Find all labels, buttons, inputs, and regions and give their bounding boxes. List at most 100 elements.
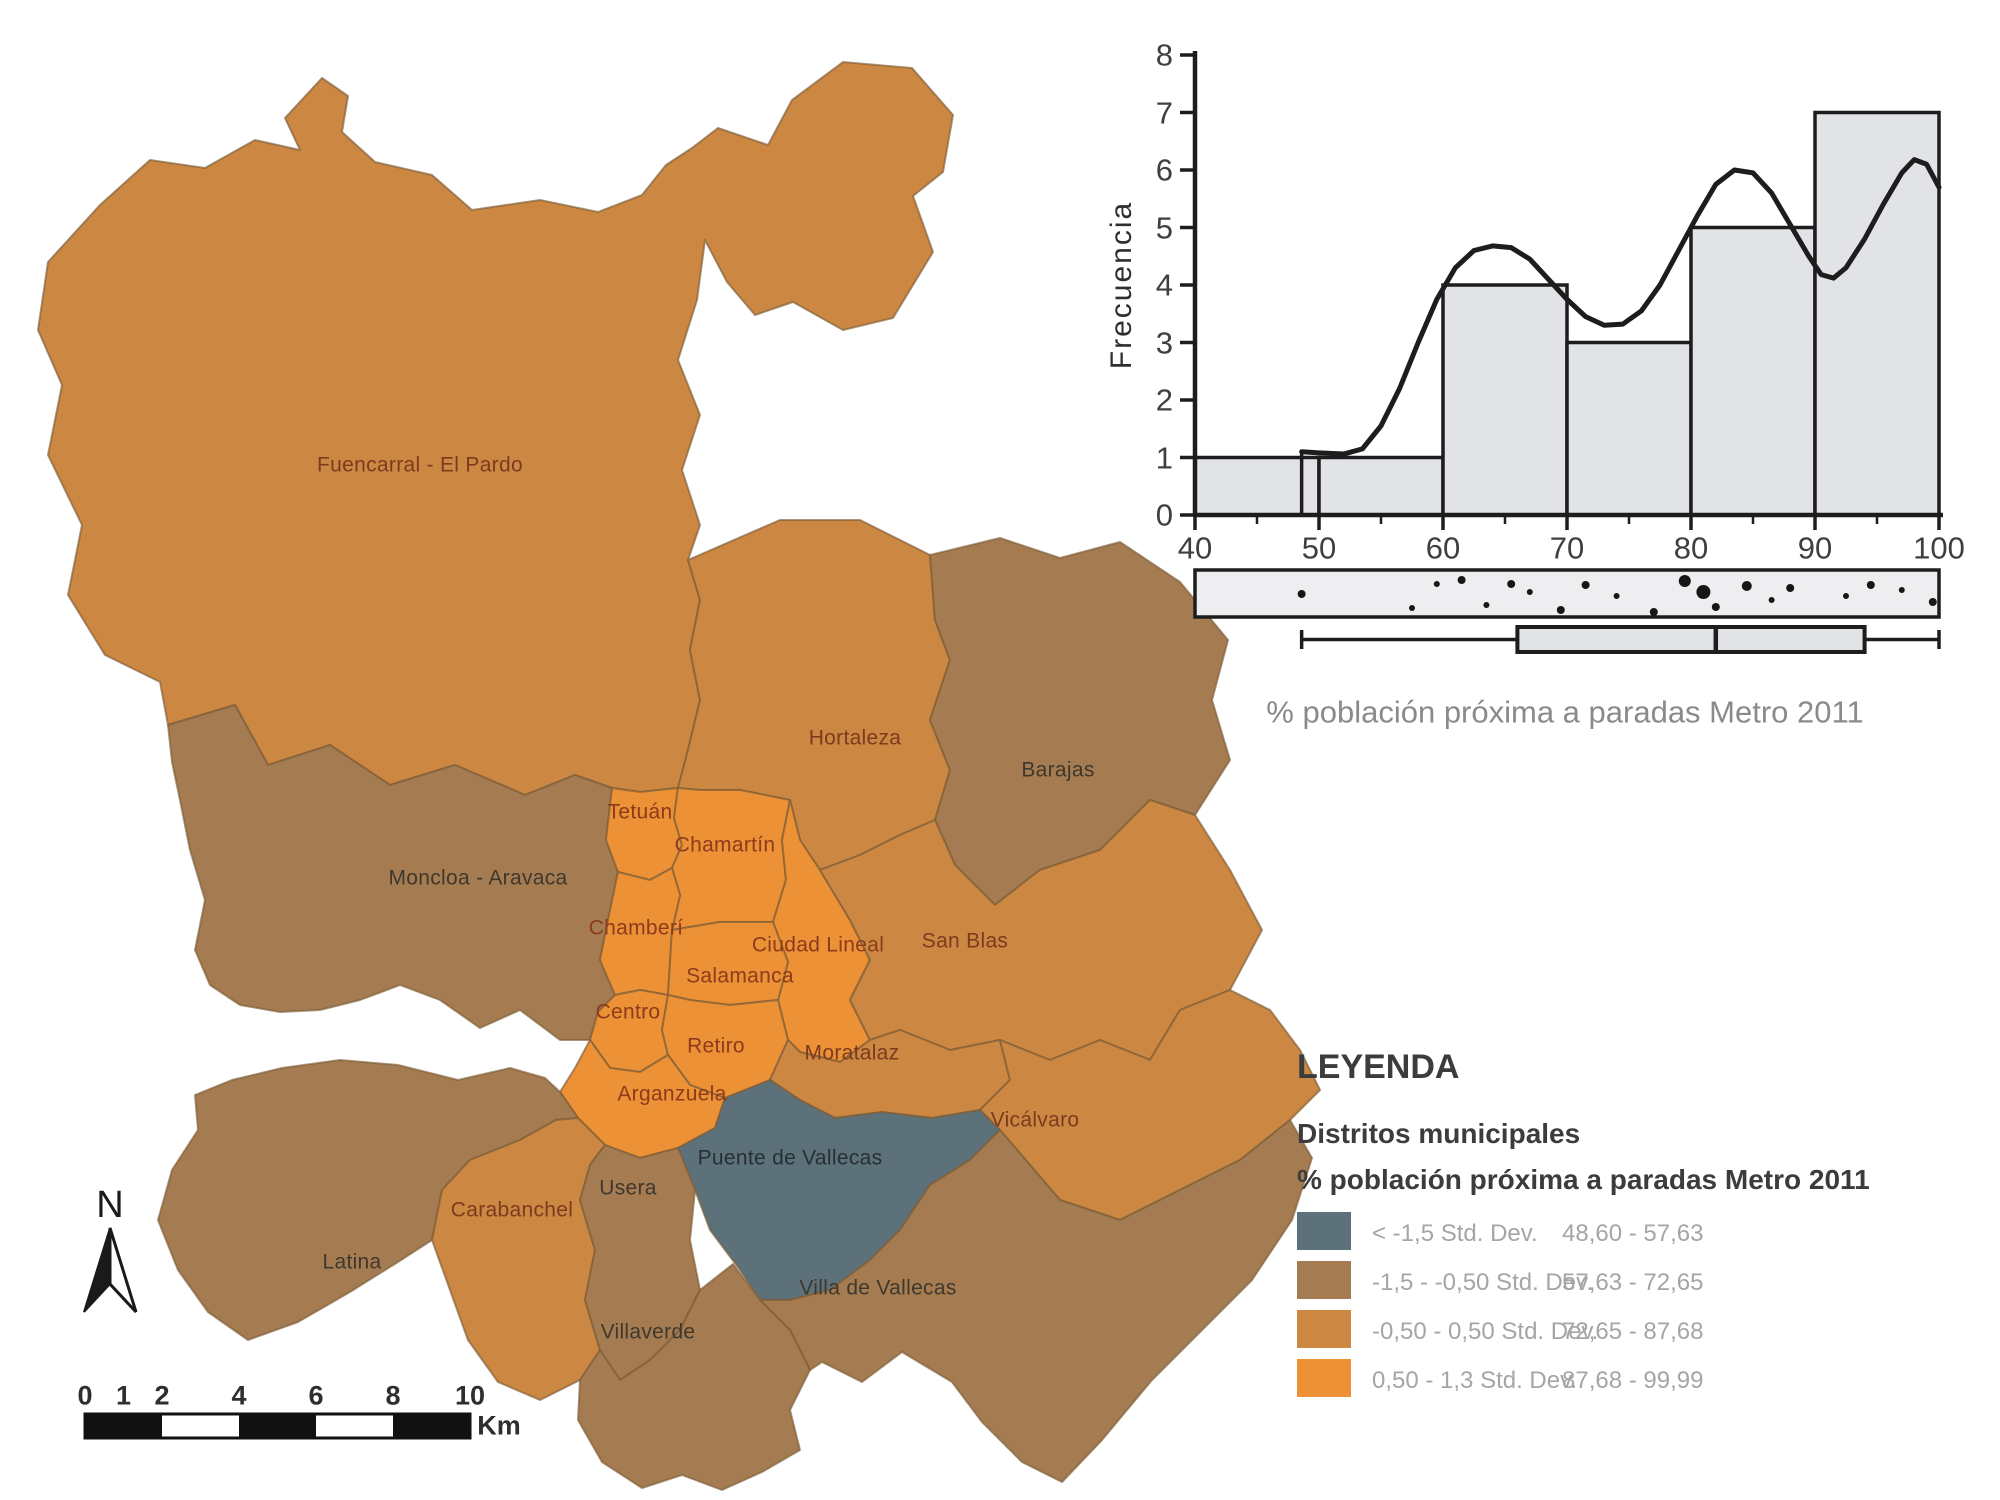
- y-tick-label: 4: [1155, 267, 1173, 303]
- scale-number: 0: [77, 1380, 93, 1411]
- y-tick-label: 8: [1155, 37, 1173, 73]
- histogram-bar: [1565, 340, 1693, 517]
- x-tick-label: 90: [1797, 530, 1833, 566]
- north-label: N: [96, 1184, 124, 1226]
- rug-dot: [1556, 606, 1565, 614]
- kde-curve: [1299, 157, 1942, 457]
- district-label-vicalvaro: Vicálvaro: [990, 1108, 1080, 1132]
- rug-dot: [1483, 602, 1490, 608]
- district-shape-villaverde: [577, 1263, 811, 1491]
- y-tick-label: 3: [1155, 325, 1173, 360]
- x-tick-label: 100: [1913, 530, 1965, 566]
- district-label-chamberi: Chamberí: [588, 916, 684, 940]
- legend-subtitle: Distritos municipales: [1297, 1118, 1581, 1149]
- rug-dot: [1581, 581, 1590, 589]
- rug-dot: [1297, 590, 1306, 598]
- rug-strip-box: [1193, 568, 1941, 619]
- rug-dot: [1409, 605, 1415, 611]
- district-label-fuencarral: Fuencarral - El Pardo: [317, 453, 523, 477]
- scale-number: 8: [385, 1380, 401, 1411]
- districts-layer: [37, 61, 1321, 1491]
- histogram-panel: [1180, 51, 1943, 654]
- histogram-bar: [1813, 110, 1941, 517]
- x-tick-label: 50: [1301, 530, 1337, 566]
- legend-class-label: 0,50 - 1,3 Std. Dev.: [1372, 1367, 1577, 1394]
- y-tick-label: 7: [1155, 95, 1173, 130]
- legend-range-label: 72,65 - 87,68: [1562, 1318, 1704, 1345]
- rug-dot: [1613, 593, 1620, 599]
- legend-row: -1,5 - -0,50 Std. Dev. 57,63 - 72,65: [1297, 1261, 1997, 1301]
- legend-range-label: 48,60 - 57,63: [1562, 1220, 1704, 1247]
- district-label-moncloa: Moncloa - Aravaca: [388, 866, 568, 890]
- district-label-carabanchel: Carabanchel: [450, 1198, 574, 1222]
- district-label-villaverde: Villaverde: [600, 1320, 696, 1344]
- district-label-usera: Usera: [599, 1176, 657, 1200]
- rug-dot: [1507, 580, 1516, 588]
- x-tick-label: 80: [1673, 530, 1709, 566]
- y-tick-label: 5: [1155, 210, 1173, 245]
- north-arrow-icon: [83, 1227, 138, 1314]
- legend-swatch-lt_m1_5: [1297, 1212, 1351, 1250]
- legend-class-label: < -1,5 Std. Dev.: [1372, 1220, 1538, 1247]
- x-tick-label: 60: [1425, 530, 1461, 566]
- legend-class-label: -0,50 - 0,50 Std. Dev.: [1372, 1318, 1599, 1345]
- district-label-tetuan: Tetuán: [607, 800, 673, 824]
- y-tick-label: 1: [1155, 440, 1173, 475]
- rug-dot: [1866, 581, 1875, 589]
- legend-range-label: 57,63 - 72,65: [1562, 1269, 1704, 1296]
- rug-dot: [1843, 593, 1849, 599]
- legend-row: < -1,5 Std. Dev. 48,60 - 57,63: [1297, 1212, 1997, 1252]
- scale-number: 4: [231, 1380, 247, 1411]
- rug-dot: [1649, 608, 1658, 616]
- y-tick-label: 6: [1155, 152, 1173, 188]
- district-label-moratalaz: Moratalaz: [804, 1041, 900, 1065]
- boxplot-box: [1515, 625, 1867, 654]
- district-label-retiro: Retiro: [687, 1034, 745, 1058]
- district-label-chamartin: Chamartín: [674, 833, 776, 857]
- y-tick-label: 0: [1155, 497, 1173, 533]
- district-label-salamanca: Salamanca: [686, 964, 794, 988]
- rug-dot: [1526, 589, 1533, 595]
- district-label-centro: Centro: [595, 1000, 661, 1024]
- legend-row: 0,50 - 1,3 Std. Dev. 87,68 - 99,99: [1297, 1359, 1997, 1399]
- rug-dot: [1768, 597, 1775, 603]
- legend-swatch-m0_5_p0_5: [1297, 1310, 1351, 1348]
- rug-dot: [1741, 581, 1752, 591]
- x-tick-label: 40: [1177, 530, 1213, 566]
- district-label-hortaleza: Hortaleza: [808, 726, 902, 750]
- legend-field-label: % población próxima a paradas Metro 2011: [1297, 1164, 1870, 1195]
- rug-dot: [1928, 598, 1937, 606]
- histogram-bar: [1689, 225, 1817, 517]
- rug-dot: [1786, 584, 1795, 592]
- legend-title: LEYENDA: [1297, 1048, 1460, 1086]
- x-tick-label: 70: [1549, 530, 1585, 566]
- district-label-puente: Puente de Vallecas: [697, 1146, 883, 1170]
- legend-row: -0,50 - 0,50 Std. Dev. 72,65 - 87,68: [1297, 1310, 1997, 1350]
- rug-dot: [1696, 585, 1711, 599]
- district-shape-moncloa: [167, 704, 619, 1041]
- district-label-villa_vallecas: Villa de Vallecas: [799, 1276, 957, 1300]
- legend-swatch-m1_5_m0_5: [1297, 1261, 1351, 1299]
- scale-number: 6: [308, 1380, 324, 1411]
- district-label-latina: Latina: [322, 1250, 382, 1274]
- rug-dot: [1433, 581, 1440, 587]
- district-label-san_blas: San Blas: [921, 929, 1009, 953]
- rug-dot: [1678, 575, 1691, 587]
- rug-dot: [1898, 587, 1905, 593]
- district-label-barajas: Barajas: [1021, 758, 1095, 782]
- scale-number: 10: [454, 1380, 486, 1411]
- district-label-arganzuela: Arganzuela: [617, 1082, 727, 1106]
- rug-dot: [1457, 576, 1466, 584]
- legend-swatch-p0_5_1_3: [1297, 1359, 1351, 1397]
- district-shape-villa_vallecas: [759, 1119, 1313, 1483]
- y-tick-label: 2: [1155, 382, 1173, 418]
- legend-class-label: -1,5 - -0,50 Std. Dev.: [1372, 1269, 1593, 1296]
- scale-unit: Km: [477, 1410, 521, 1441]
- histogram-bar: [1441, 283, 1569, 517]
- scale-number: 2: [154, 1380, 170, 1411]
- x-axis-title: % población próxima a paradas Metro 2011: [1266, 694, 1864, 730]
- legend-range-label: 87,68 - 99,99: [1562, 1367, 1704, 1394]
